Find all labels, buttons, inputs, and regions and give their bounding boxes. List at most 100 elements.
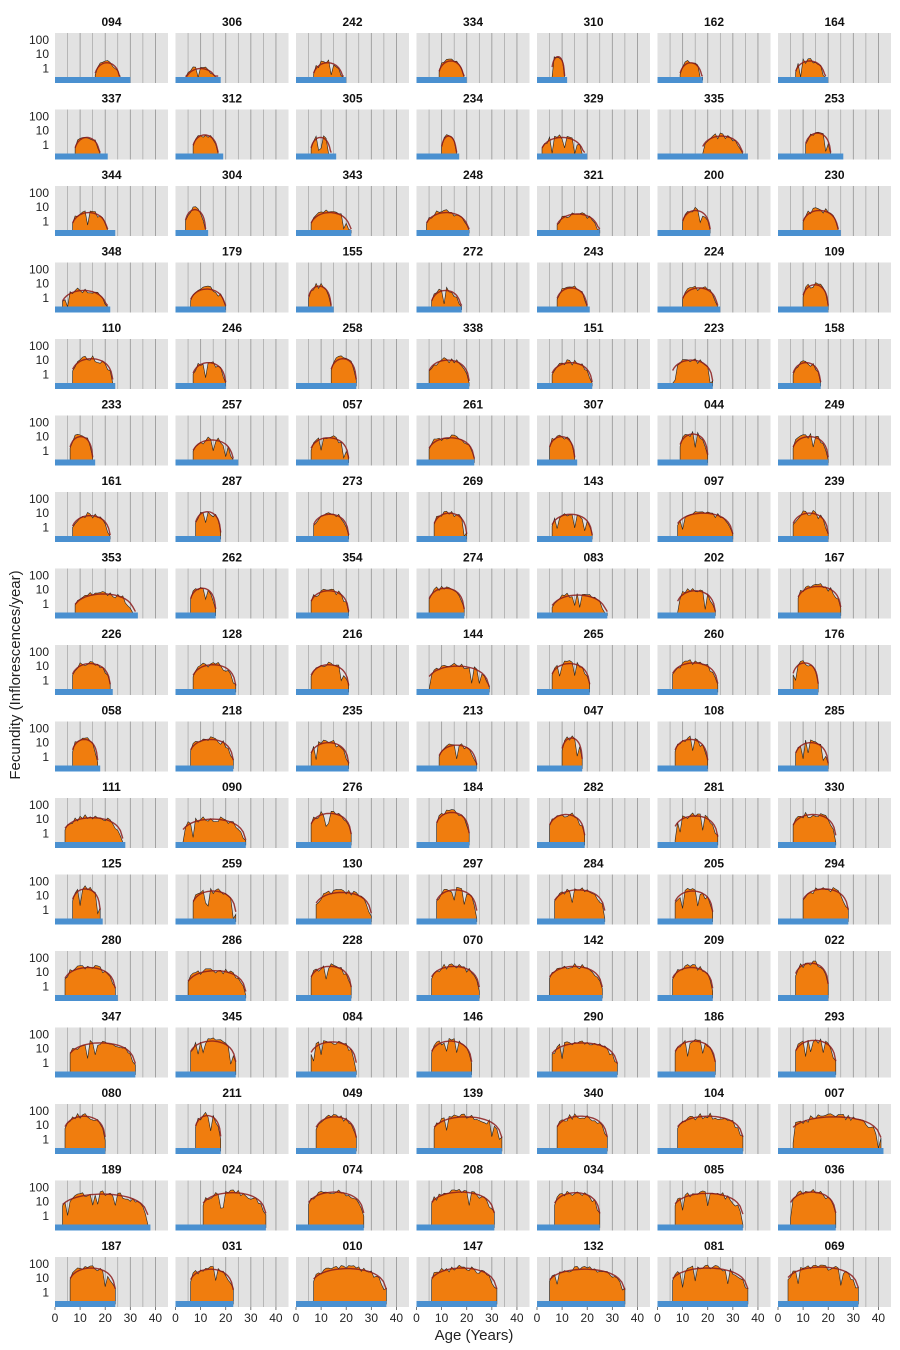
panel-title: 305 [342, 92, 362, 106]
fitted-curve [681, 287, 719, 306]
fitted-curve [430, 289, 463, 306]
fitted-curve [554, 889, 606, 911]
panel-167: 167 [778, 551, 891, 619]
lifespan-bar [657, 383, 713, 389]
fitted-curve [194, 510, 222, 533]
panel-151: 151 [537, 321, 650, 389]
panel-title: 158 [824, 321, 844, 335]
lifespan-bar [175, 842, 246, 848]
panel-143: 143 [537, 474, 650, 542]
x-tick-label: 30 [847, 1311, 861, 1325]
fitted-curve [69, 1267, 116, 1289]
panel-title: 233 [101, 398, 121, 412]
x-tick-label: 30 [726, 1311, 740, 1325]
panel-202: 202 [657, 551, 771, 619]
y-tick-label: 1 [42, 291, 49, 305]
y-tick-label: 100 [29, 568, 49, 582]
fecundity-area [672, 964, 713, 999]
lifespan-bar [778, 306, 829, 313]
fecundity-area [436, 809, 470, 846]
y-tick-label: 10 [36, 47, 50, 61]
panel-285: 285 [778, 704, 891, 772]
panel-title: 353 [101, 551, 121, 565]
panel-290: 290 [537, 1010, 650, 1078]
panel-242: 242 [296, 15, 409, 83]
fitted-curve [551, 56, 566, 77]
panel-title: 228 [342, 933, 362, 947]
y-tick-label: 1 [42, 903, 49, 917]
y-tick-label: 1 [42, 444, 49, 458]
panel-title: 074 [342, 1163, 362, 1177]
lifespan-bar [175, 77, 221, 83]
panel-background [657, 186, 771, 236]
x-tick-label: 0 [293, 1311, 300, 1325]
panel-218: 218 [175, 704, 289, 772]
panel-262: 262 [175, 551, 289, 619]
y-tick-label: 1 [42, 674, 49, 688]
y-tick-label: 100 [29, 1027, 49, 1041]
panel-title: 347 [101, 1010, 121, 1024]
panel-title: 294 [824, 857, 844, 871]
panel-background [55, 186, 168, 236]
panel-213: 213 [416, 704, 530, 772]
y-tick-label: 10 [36, 1042, 50, 1056]
fecundity-area [310, 661, 349, 693]
fitted-curve [185, 67, 219, 77]
panel-title: 348 [101, 245, 121, 259]
lifespan-bar [296, 459, 349, 466]
y-tick-label: 1 [42, 368, 49, 382]
x-tick-label: 10 [676, 1311, 690, 1325]
y-tick-label: 100 [29, 415, 49, 429]
panel-title: 167 [824, 551, 844, 565]
panel-074: 074 [296, 1163, 409, 1231]
panel-title: 334 [463, 15, 483, 29]
panel-234: 234 [416, 92, 530, 160]
panel-title: 058 [101, 704, 121, 718]
lifespan-bar [55, 459, 96, 466]
fitted-curve [681, 209, 711, 230]
y-tick-label: 10 [36, 200, 50, 214]
panel-209: 209 [657, 933, 771, 1001]
panel-title: 132 [583, 1239, 603, 1253]
lifespan-bar [55, 306, 111, 313]
panel-title: 024 [222, 1163, 242, 1177]
y-tick-label: 10 [36, 583, 50, 597]
panel-title: 147 [463, 1239, 483, 1253]
panel-253: 253 [778, 92, 891, 160]
x-tick-label: 20 [460, 1311, 474, 1325]
panel-background [657, 721, 771, 772]
panel-title: 286 [222, 933, 242, 947]
panel-title: 022 [824, 933, 844, 947]
lifespan-bar [55, 765, 101, 772]
lifespan-bar [416, 230, 470, 236]
fitted-curve [74, 136, 101, 153]
panel-273: 273 [296, 474, 409, 542]
panel-147: 147 [416, 1239, 530, 1307]
panel-background [778, 33, 891, 83]
fecundity-area [431, 286, 462, 310]
panel-title: 274 [463, 551, 483, 565]
panel-title: 189 [101, 1163, 121, 1177]
panel-211: 211 [175, 1086, 289, 1154]
x-axis-label: Age (Years) [435, 1327, 514, 1344]
fitted-curve [189, 288, 227, 306]
panel-044: 044 [657, 398, 771, 466]
fecundity-area [72, 737, 98, 769]
fitted-curve [802, 888, 849, 910]
fitted-curve [797, 585, 842, 608]
x-tick-label: 0 [534, 1311, 541, 1325]
panel-223: 223 [657, 321, 771, 389]
panel-title: 276 [342, 780, 362, 794]
x-tick-label: 30 [124, 1311, 138, 1325]
panel-132: 132 [537, 1239, 650, 1307]
lifespan-bar [175, 383, 226, 389]
fecundity-area [428, 585, 465, 616]
fitted-curve [792, 435, 829, 458]
panel-title: 329 [583, 92, 603, 106]
panel-background [778, 109, 891, 160]
panel-title: 109 [824, 245, 844, 259]
fecundity-area [190, 1266, 234, 1305]
